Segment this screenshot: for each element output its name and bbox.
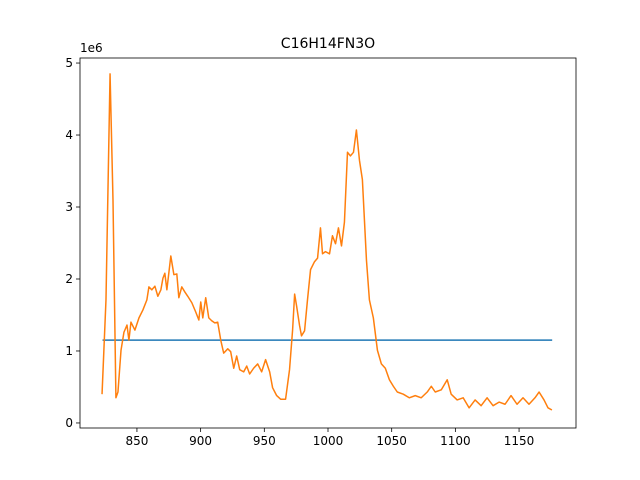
y-tick-label: 4 [65, 128, 73, 142]
plot-area [101, 73, 553, 411]
y-tick-label: 5 [65, 56, 73, 70]
x-tick-label: 1100 [440, 434, 471, 448]
x-tick-label: 1150 [504, 434, 535, 448]
x-tick-label: 900 [189, 434, 212, 448]
x-tick-label: 1050 [376, 434, 407, 448]
x-tick-label: 950 [253, 434, 276, 448]
y-tick-label: 2 [65, 272, 73, 286]
y-offset-label: 1e6 [80, 41, 103, 55]
x-tick-label: 850 [125, 434, 148, 448]
data-line [101, 73, 553, 411]
x-tick-label: 1000 [313, 434, 344, 448]
y-tick-label: 3 [65, 200, 73, 214]
y-tick-label: 0 [65, 416, 73, 430]
y-tick-label: 1 [65, 344, 73, 358]
chart-title: C16H14FN3O [281, 36, 375, 52]
